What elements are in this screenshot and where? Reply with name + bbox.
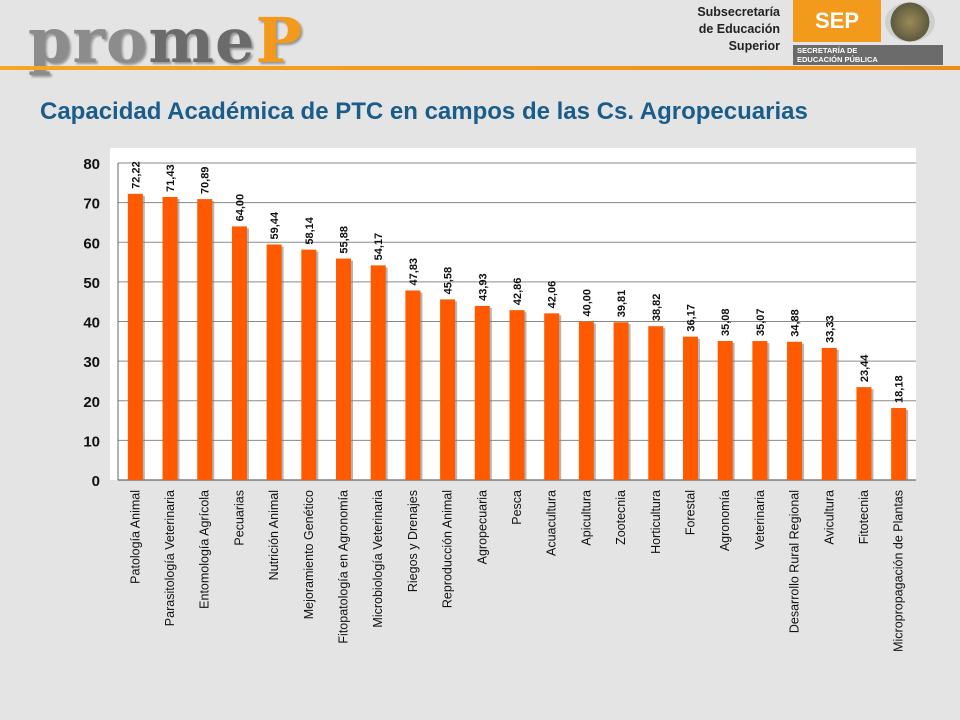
y-tick-label: 80 [83, 156, 100, 173]
data-label: 45,58 [443, 267, 455, 295]
x-tick-label: Avicultura [822, 490, 836, 545]
data-label: 64,00 [234, 194, 246, 222]
bar [717, 340, 733, 480]
x-tick-label: Veterinaria [753, 490, 767, 550]
bar [578, 321, 594, 480]
subtitle-line-3: Superior [728, 39, 780, 53]
y-tick-label: 40 [83, 315, 100, 332]
data-label: 34,88 [790, 309, 802, 337]
bar [648, 326, 664, 480]
data-label: 18,18 [894, 375, 906, 403]
data-label: 47,83 [408, 258, 420, 286]
subsecretaria-label: Subsecretaría de Educación Superior [660, 4, 780, 55]
data-label: 71,43 [165, 164, 177, 192]
x-tick-label: Mejoramiento Genético [302, 490, 316, 619]
bar [509, 310, 525, 480]
sep-logo: SEP SECRETARÍA DE EDUCACIÓN PÚBLICA [793, 0, 943, 66]
x-tick-label: Horticultura [649, 490, 663, 554]
sep-label: SEP [793, 0, 881, 42]
data-label: 58,14 [304, 216, 316, 244]
data-label: 38,82 [651, 294, 663, 322]
y-tick-label: 60 [83, 235, 100, 252]
bar [197, 199, 213, 480]
bar [336, 258, 352, 480]
bar [440, 299, 456, 480]
data-label: 42,06 [547, 281, 559, 309]
bar [266, 244, 282, 480]
data-label: 42,86 [512, 278, 524, 306]
x-tick-label: Patología Animal [128, 490, 142, 584]
data-label: 33,33 [824, 315, 836, 343]
x-tick-label: Pecuarias [232, 490, 246, 546]
bar [544, 313, 560, 480]
x-tick-label: Reproducción Animal [441, 490, 455, 608]
y-tick-label: 10 [83, 433, 100, 450]
data-label: 70,89 [200, 167, 212, 195]
x-tick-label: Acuacultura [545, 490, 559, 556]
bar [370, 265, 386, 480]
x-tick-label: Nutrición Animal [267, 490, 281, 580]
y-tick-label: 30 [83, 354, 100, 371]
x-tick-label: Riegos y Drenajes [406, 490, 420, 592]
promep-logo: promeP [28, 4, 303, 77]
x-tick-label: Agropecuaria [475, 490, 489, 564]
data-label: 43,93 [477, 273, 489, 301]
bar [127, 193, 143, 480]
bar [682, 336, 698, 480]
data-label: 35,08 [720, 308, 732, 336]
logo-part-2: me [148, 4, 256, 77]
x-tick-label: Pesca [510, 490, 524, 525]
bar [613, 322, 629, 480]
subtitle-line-1: Subsecretaría [697, 5, 780, 19]
y-tick-label: 0 [92, 473, 100, 490]
bar [821, 347, 837, 480]
bar [752, 341, 768, 480]
data-label: 36,17 [685, 304, 697, 332]
bar [891, 407, 907, 480]
x-tick-label: Zootecnia [614, 490, 628, 545]
logo-part-1: pro [28, 4, 149, 77]
x-tick-label: Micropropagación de Plantas [892, 490, 906, 652]
x-tick-label: Entomología Agrícola [198, 490, 212, 609]
data-label: 72,22 [130, 161, 142, 189]
x-tick-label: Fitopatología en Agronomía [337, 490, 351, 644]
sep-name-line-1: SECRETARÍA DE [797, 46, 858, 55]
national-emblem-icon [885, 2, 935, 42]
data-label: 39,81 [616, 290, 628, 318]
bar [787, 341, 803, 480]
sep-name-line-2: EDUCACIÓN PÚBLICA [797, 55, 878, 64]
x-tick-label: Parasitología Veterinaria [163, 490, 177, 626]
header-divider [0, 66, 960, 70]
data-label: 23,44 [859, 354, 871, 382]
subtitle-line-2: de Educación [698, 22, 780, 36]
data-label: 59,44 [269, 211, 281, 239]
bar [474, 305, 490, 480]
bar [231, 226, 247, 480]
logo-part-3: P [255, 4, 304, 77]
chart-title: Capacidad Académica de PTC en campos de … [40, 98, 808, 125]
y-tick-label: 70 [83, 196, 100, 213]
x-tick-label: Fitotecnia [857, 490, 871, 544]
y-tick-label: 50 [83, 275, 100, 292]
data-label: 35,07 [755, 309, 767, 337]
data-label: 55,88 [339, 226, 351, 254]
bar [162, 196, 178, 480]
x-tick-label: Desarrollo Rural Regional [788, 490, 802, 633]
data-label: 54,17 [373, 233, 385, 261]
x-tick-label: Microbiología Veterinaria [371, 490, 385, 628]
x-tick-label: Forestal [683, 490, 697, 535]
bar [856, 387, 872, 480]
data-label: 40,00 [581, 289, 593, 317]
bar [405, 290, 421, 480]
sep-name: SECRETARÍA DE EDUCACIÓN PÚBLICA [793, 45, 943, 65]
x-tick-label: Agronomía [718, 490, 732, 551]
y-tick-label: 20 [83, 394, 100, 411]
x-tick-label: Apicultura [579, 490, 593, 546]
bar [301, 249, 317, 480]
